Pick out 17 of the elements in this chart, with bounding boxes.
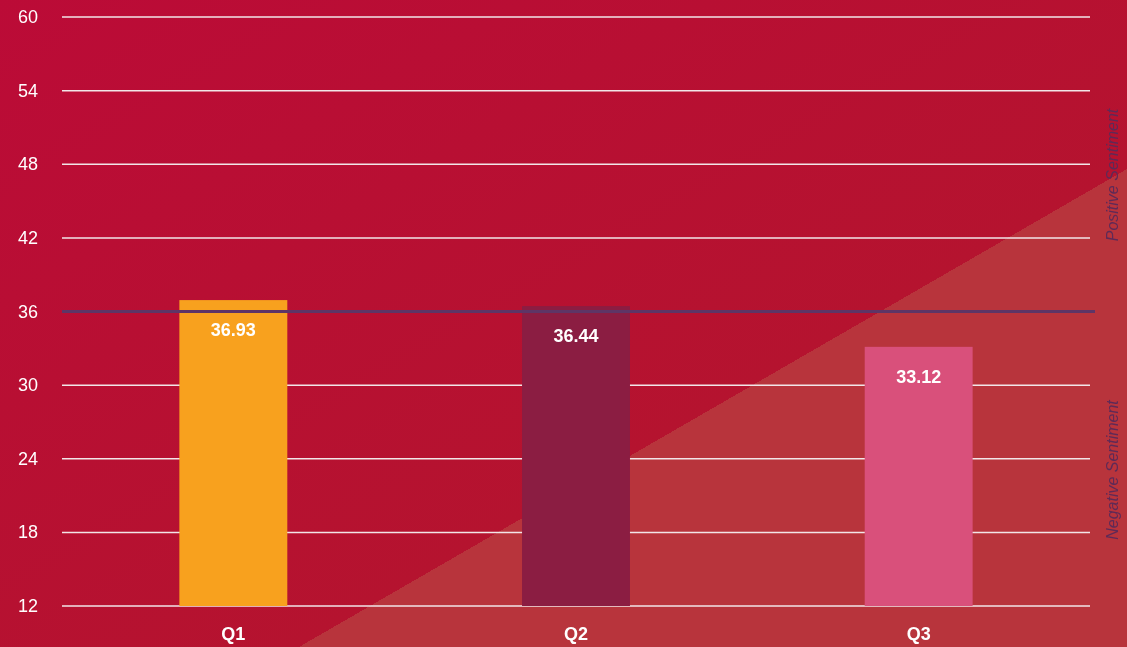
y-tick-label: 12 xyxy=(17,596,39,616)
data-label: 33.12 xyxy=(896,366,942,387)
y-tick-label: 18 xyxy=(17,522,39,543)
text: Negative Sentiment xyxy=(1104,399,1121,540)
y-tick-label: 54 xyxy=(17,80,39,101)
y-tick-label: 60 xyxy=(17,7,39,27)
x-tick-label: Q3 xyxy=(906,624,931,644)
data-label: 36.93 xyxy=(210,320,256,341)
x-tick-label: Q1 xyxy=(221,624,246,644)
x-tick-label: Q2 xyxy=(563,624,589,644)
y-tick-label: 24 xyxy=(17,448,39,469)
data-label: 36.44 xyxy=(553,326,599,347)
y-tick-label: 30 xyxy=(17,375,39,396)
y-tick-label: 42 xyxy=(17,227,39,248)
y-tick-label: 48 xyxy=(17,154,39,175)
y-tick-label: 36 xyxy=(17,301,39,322)
text: Positive Sentiment xyxy=(1104,108,1121,242)
